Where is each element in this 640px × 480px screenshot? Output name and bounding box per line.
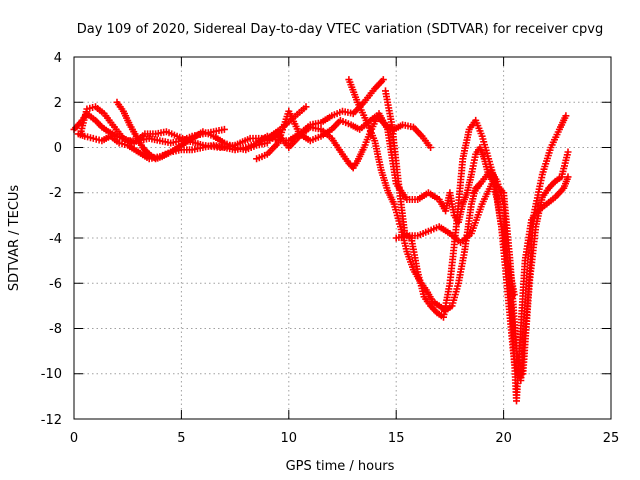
series-markers bbox=[470, 166, 572, 405]
chart-title: Day 109 of 2020, Sidereal Day-to-day VTE… bbox=[77, 22, 603, 37]
y-tick-label: -10 bbox=[41, 367, 62, 382]
y-tick-label: 4 bbox=[54, 51, 62, 66]
series-markers bbox=[70, 110, 228, 147]
x-tick-label: 0 bbox=[70, 431, 78, 446]
x-axis: 0 5 10 15 20 25 GPS time / hours bbox=[70, 57, 619, 474]
y-tick-label: -6 bbox=[49, 277, 62, 292]
y-tick-label: 2 bbox=[54, 96, 62, 111]
series-track-1 bbox=[70, 110, 228, 147]
x-tick-label: 5 bbox=[177, 431, 185, 446]
y-tick-label: -8 bbox=[49, 322, 62, 337]
x-tick-label: 20 bbox=[495, 431, 512, 446]
x-tick-label: 15 bbox=[388, 431, 405, 446]
y-axis: 4 2 0 -2 -4 -6 -8 -10 -12 SDTVAR / TECUs bbox=[7, 51, 611, 428]
x-tick-label: 10 bbox=[281, 431, 298, 446]
series-track-10 bbox=[470, 166, 572, 405]
y-tick-label: -12 bbox=[41, 413, 62, 428]
y-tick-label: -2 bbox=[49, 186, 62, 201]
y-axis-label: SDTVAR / TECUs bbox=[7, 185, 22, 292]
x-axis-label: GPS time / hours bbox=[286, 459, 395, 474]
y-tick-label: -4 bbox=[49, 232, 62, 247]
x-tick-label: 25 bbox=[603, 431, 620, 446]
y-tick-label: 0 bbox=[54, 141, 62, 156]
data-series bbox=[70, 76, 572, 405]
